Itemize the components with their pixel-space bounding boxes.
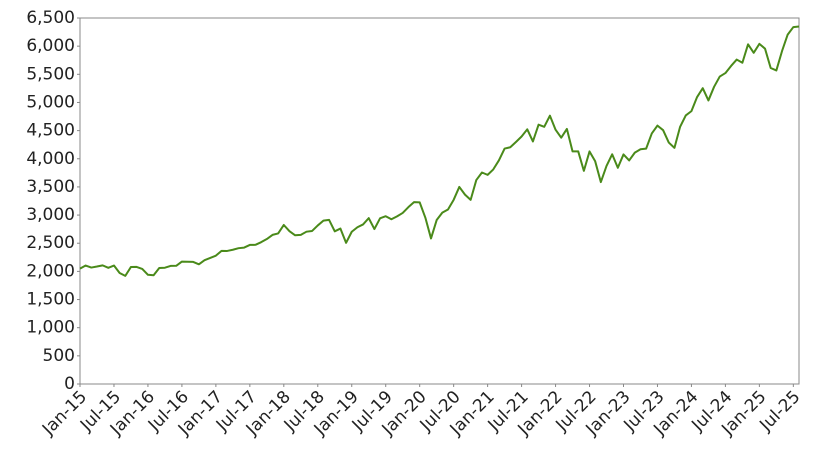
y-tick-label: 6,000 bbox=[26, 36, 75, 56]
y-tick-label: 0 bbox=[64, 374, 75, 394]
y-tick-label: 6,500 bbox=[26, 8, 75, 28]
price-line bbox=[79, 25, 800, 277]
y-tick-label: 4,500 bbox=[26, 121, 75, 141]
y-tick-label: 2,000 bbox=[26, 261, 75, 281]
y-tick-label: 2,500 bbox=[26, 233, 75, 253]
plot-frame bbox=[79, 17, 800, 385]
y-tick-label: 5,500 bbox=[26, 64, 75, 84]
y-tick-label: 1,000 bbox=[26, 318, 75, 338]
y-tick-label: 4,000 bbox=[26, 149, 75, 169]
y-tick-label: 500 bbox=[43, 346, 75, 366]
y-tick-label: 3,500 bbox=[26, 177, 75, 197]
y-tick-label: 1,500 bbox=[26, 290, 75, 310]
y-tick-label: 3,000 bbox=[26, 205, 75, 225]
y-tick-label: 5,000 bbox=[26, 92, 75, 112]
